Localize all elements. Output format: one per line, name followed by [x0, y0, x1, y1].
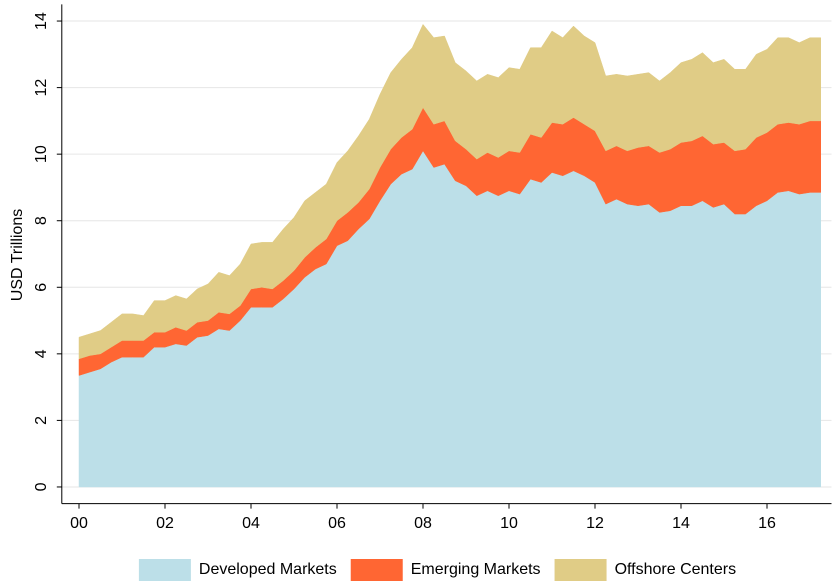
legend-label: Offshore Centers — [615, 561, 737, 578]
x-tick-label: 12 — [586, 515, 604, 532]
legend-swatch — [138, 559, 191, 581]
y-tick-label: 10 — [33, 145, 50, 163]
legend-swatch — [350, 559, 403, 581]
y-tick-label: 0 — [33, 482, 50, 491]
y-axis-label: USD Trillions — [9, 209, 26, 301]
x-tick-label: 02 — [156, 515, 174, 532]
x-tick-label: 14 — [672, 515, 690, 532]
x-tick-label: 04 — [242, 515, 260, 532]
x-tick-label: 00 — [70, 515, 88, 532]
x-tick-label: 10 — [500, 515, 518, 532]
area — [78, 23, 821, 360]
x-tick-label: 16 — [758, 515, 776, 532]
legend-label: Developed Markets — [199, 561, 337, 578]
y-tick-label: 2 — [33, 416, 50, 425]
legend-label: Emerging Markets — [411, 561, 541, 578]
y-tick-label: 6 — [33, 283, 50, 292]
y-tick-label: 4 — [33, 349, 50, 358]
y-tick-label: 12 — [33, 79, 50, 97]
y-tick-label: 14 — [33, 12, 50, 30]
y-tick-label: 8 — [33, 216, 50, 225]
x-tick-label: 06 — [328, 515, 346, 532]
legend: Developed Markets Emerging Markets Offshor… — [138, 559, 737, 581]
legend-swatch — [554, 559, 607, 581]
x-tick-label: 08 — [414, 515, 432, 532]
